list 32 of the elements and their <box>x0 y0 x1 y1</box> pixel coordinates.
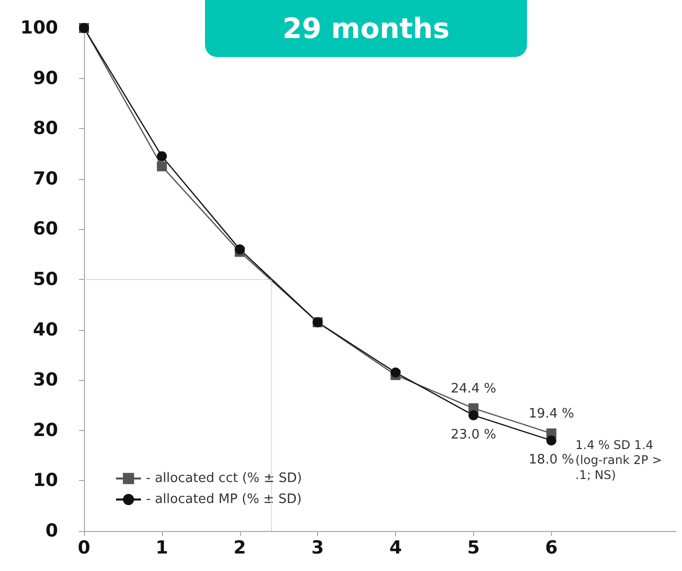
y-tick-label: 50 <box>32 269 58 290</box>
title-banner: 29 months <box>205 0 527 57</box>
x-tick-label: 3 <box>311 538 324 558</box>
point <box>234 244 245 254</box>
y-tick-label: 60 <box>32 218 58 240</box>
point <box>156 161 167 172</box>
point <box>546 435 556 446</box>
x-tick-label: 1 <box>156 538 168 558</box>
chart-title: 29 months <box>282 12 450 45</box>
data-label: 19.4 % <box>528 406 574 422</box>
data-label: 23.0 % <box>450 427 496 442</box>
y-tick-label: 0 <box>45 520 58 542</box>
y-tick-label: 10 <box>32 470 58 492</box>
annotation: 1.4 % SD 1.4 (log-rank 2P > .1; NS) <box>575 438 666 482</box>
y-tick-label: 100 <box>20 18 58 38</box>
y-tick-label: 90 <box>32 68 58 89</box>
x-tick-label: 5 <box>467 538 480 558</box>
x-tick-label: 0 <box>78 538 90 558</box>
data-label: 24.4 % <box>450 381 496 396</box>
x-tick-label: 2 <box>234 538 246 558</box>
y-tick-label: 20 <box>32 420 58 441</box>
x-tick-label: 6 <box>545 538 558 558</box>
x-tick-label: 4 <box>389 538 402 558</box>
legend-label: - allocated cct (% ± SD) <box>146 471 302 486</box>
point <box>468 410 478 420</box>
y-tick-label: 70 <box>32 168 58 190</box>
y-tick-label: 80 <box>32 118 58 140</box>
point <box>390 368 401 378</box>
data-label: 18.0 % <box>528 452 574 468</box>
y-tick-label: 30 <box>32 370 58 391</box>
y-tick-label: 40 <box>32 319 58 340</box>
point <box>156 151 167 162</box>
